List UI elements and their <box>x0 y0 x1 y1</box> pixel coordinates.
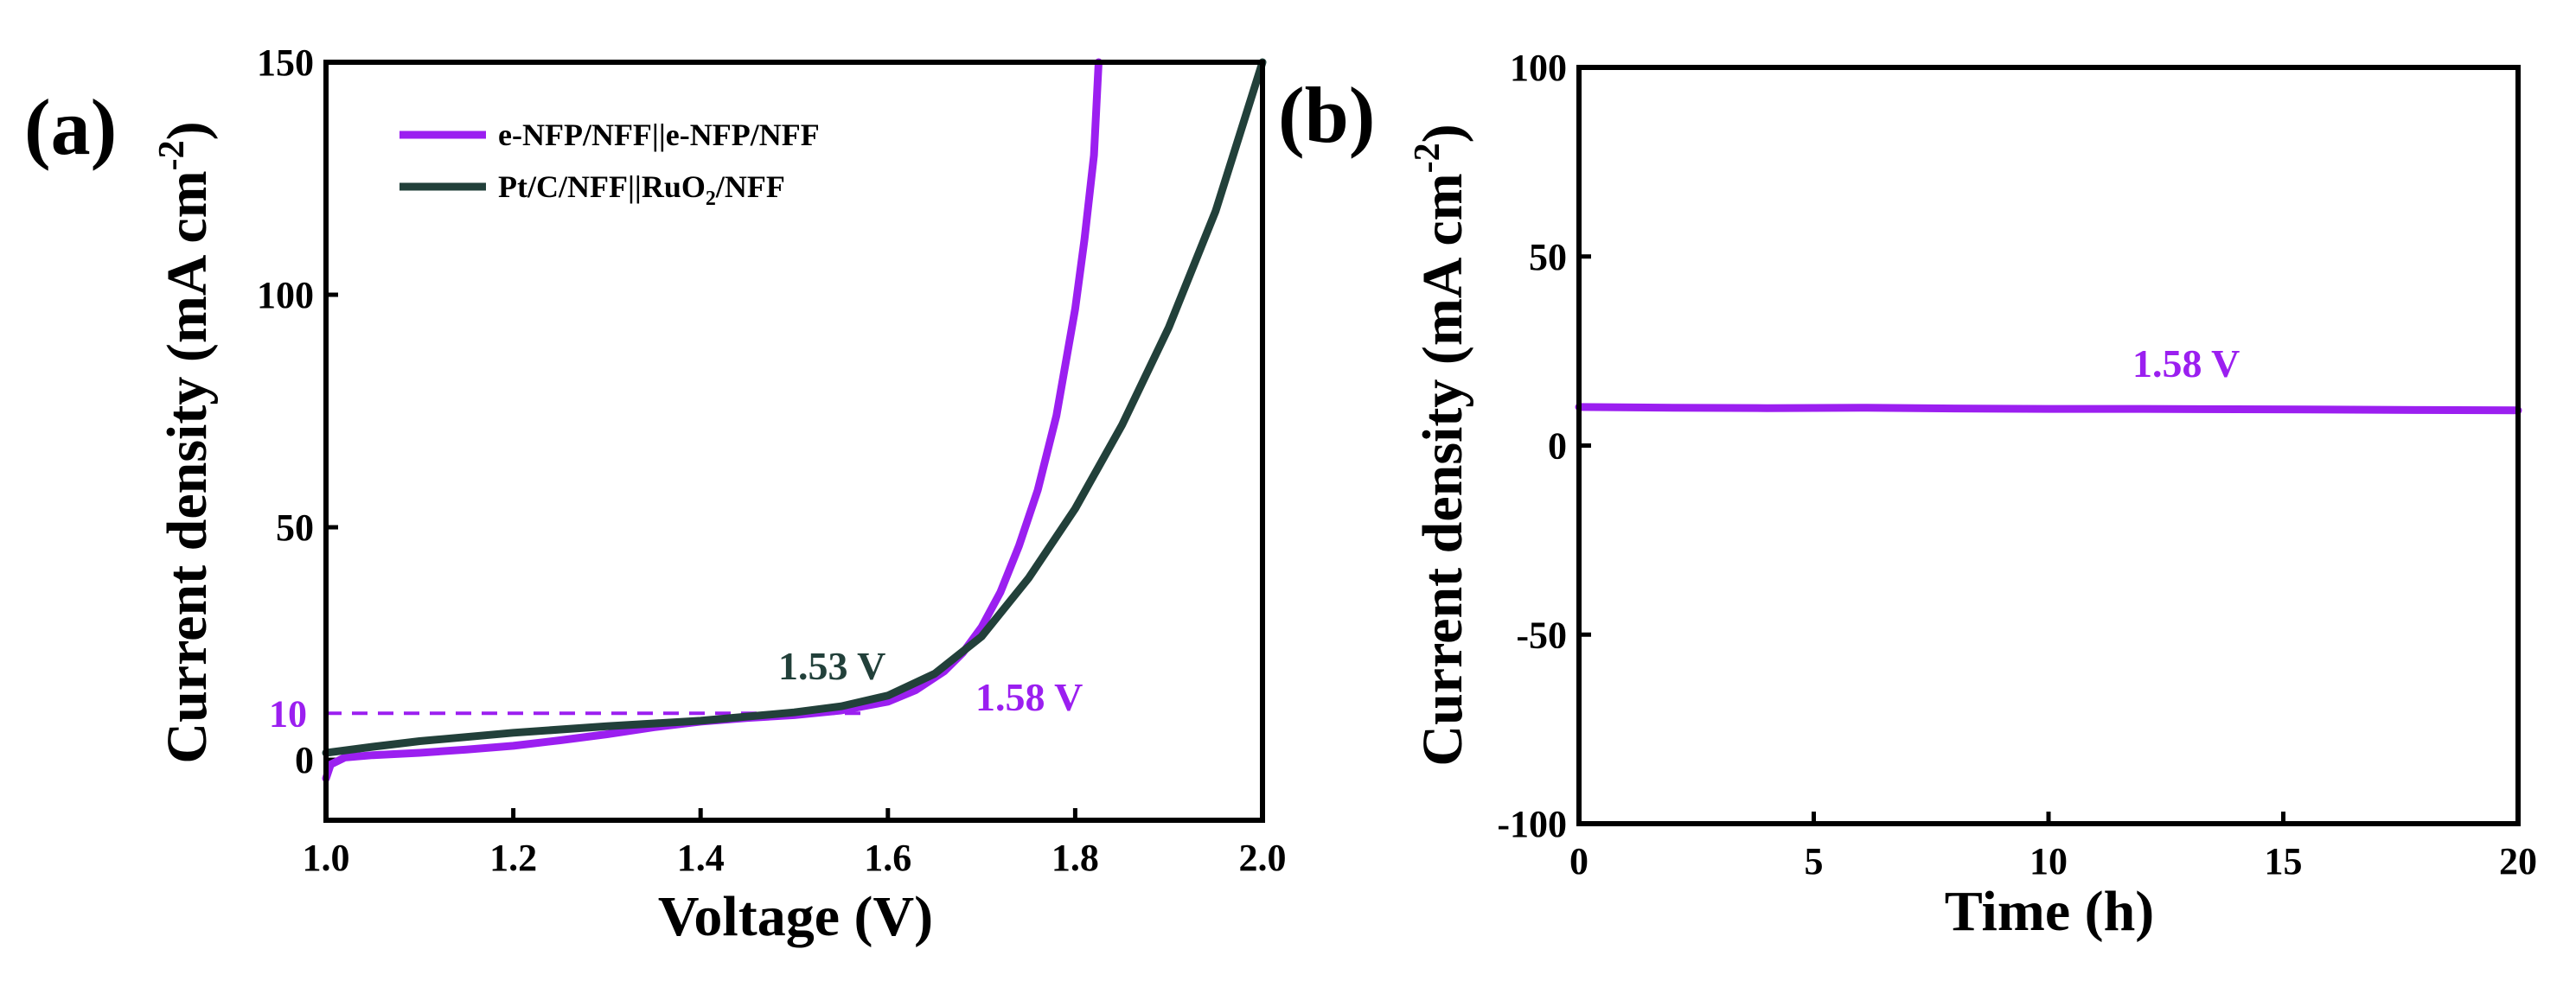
panel-a-legend: e-NFP/NFF||e-NFP/NFF Pt/C/NFF||RuO2/NFF <box>400 118 820 210</box>
panel-b-y-tick-label: -100 <box>1497 803 1567 845</box>
legend-label-pt-c: Pt/C/NFF||RuO2/NFF <box>498 169 785 210</box>
panel-a-y-axis-title-main: Current density (mA cm <box>156 170 219 763</box>
panel-b-x-tick-label: 15 <box>2265 840 2303 882</box>
panel-b-x-tick-label: 0 <box>1569 840 1588 882</box>
panel-a-series-line-1 <box>322 58 1267 757</box>
legend-label-e-nfp: e-NFP/NFF||e-NFP/NFF <box>498 118 820 152</box>
panel-b-series <box>1575 403 2522 415</box>
panel-b-y-axis-title-sup: -2 <box>1408 143 1448 173</box>
panel-a-reference-value-label: 10 <box>269 692 307 735</box>
panel-b-annotation-1-58v: 1.58 V <box>2132 341 2240 385</box>
panel-b-x-tick-label: 10 <box>2029 840 2068 882</box>
panel-a-x-tick-label: 2.0 <box>1239 837 1287 879</box>
panel-a-series-line-0 <box>322 58 1103 783</box>
panel-a-chart: (a) Current density (mA cm-2) Voltage (V… <box>24 41 1287 948</box>
panel-b-y-axis-title-close: ) <box>1411 124 1474 143</box>
panel-a-y-axis-title: Current density (mA cm-2) <box>152 121 219 763</box>
panel-a-series <box>322 58 1267 783</box>
panel-a-annotation-1-53v: 1.53 V <box>778 644 885 688</box>
legend-label-pt-c-main: Pt/C/NFF||RuO <box>498 169 706 204</box>
panel-b-y-tick-label: -50 <box>1516 614 1567 656</box>
panel-b-y-axis-title-main: Current density (mA cm <box>1411 173 1474 766</box>
panel-a-y-tick-label: 0 <box>295 739 314 781</box>
legend-label-pt-c-sub: 2 <box>706 188 716 210</box>
panel-a-x-tick-label: 1.6 <box>864 837 911 879</box>
panel-b-y-axis-title: Current density (mA cm-2) <box>1408 124 1474 766</box>
panel-b-y-tick-label: 0 <box>1548 425 1567 468</box>
panel-b-y-tick-label: 50 <box>1529 236 1567 278</box>
panel-a-label: (a) <box>24 83 117 171</box>
legend-label-pt-c-suffix: /NFF <box>715 169 785 204</box>
panel-a-annotation-1-58v: 1.58 V <box>975 675 1083 719</box>
panel-b-x-tick-label: 5 <box>1805 840 1824 882</box>
panel-b-y-tick-label: 100 <box>1510 47 1567 89</box>
panel-a-y-tick-label: 100 <box>257 274 314 316</box>
panel-b-x-tick-label: 20 <box>2499 840 2537 882</box>
panel-a-y-tick-label: 150 <box>257 41 314 84</box>
panel-a-ticks: 1.0 1.2 1.4 1.6 1.8 2.0 0 50 100 150 <box>257 41 1287 879</box>
panel-b-chart: (b) Current density (mA cm-2) Time (h) 0… <box>1278 47 2537 943</box>
panel-b-x-axis-title: Time (h) <box>1945 880 2155 943</box>
panel-a-y-axis-title-close: ) <box>156 121 219 140</box>
panel-a-plot-frame <box>323 60 1265 823</box>
panel-b-plot-frame <box>1576 65 2521 826</box>
panel-b-label: (b) <box>1278 71 1375 159</box>
panel-a-x-tick-label: 1.8 <box>1051 837 1099 879</box>
panel-a-x-axis-title: Voltage (V) <box>658 885 933 948</box>
panel-a-x-tick-label: 1.0 <box>303 837 350 879</box>
panel-a-y-tick-label: 50 <box>276 506 314 549</box>
panel-a-x-tick-label: 1.2 <box>489 837 537 879</box>
panel-a-x-tick-label: 1.4 <box>677 837 725 879</box>
panel-b-series-line-0 <box>1575 403 2522 415</box>
panel-a-y-axis-title-sup: -2 <box>152 140 192 170</box>
panel-b-ticks: 0 5 10 15 20 -100 -50 0 50 100 <box>1497 47 2537 882</box>
